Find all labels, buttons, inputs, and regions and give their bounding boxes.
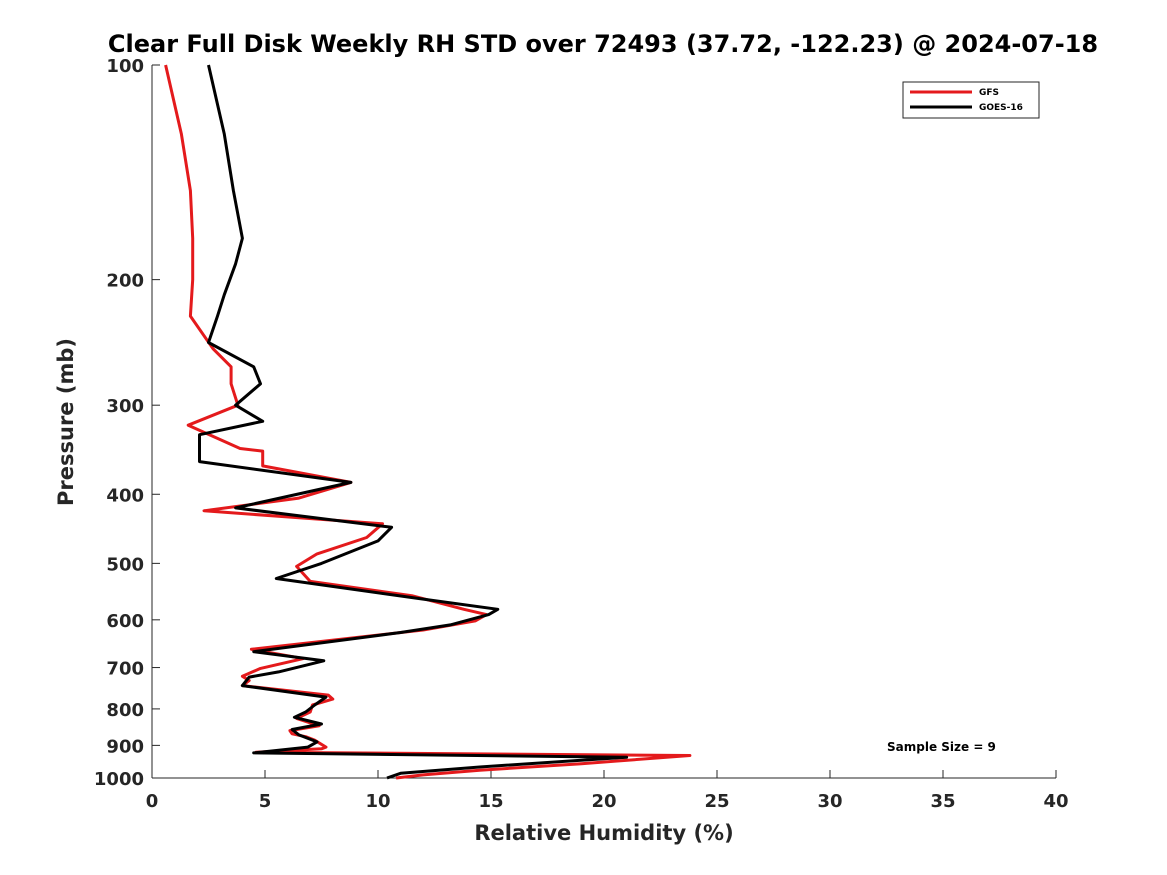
x-axis-label: Relative Humidity (%) [474,821,733,845]
x-tick-label: 20 [591,791,616,812]
legend-box [902,81,1040,119]
x-axis-ticks: 0 5 10 15 20 25 30 35 40 [146,770,1069,812]
y-tick-label: 800 [106,700,144,721]
y-tick-label: 100 [106,56,144,77]
y-tick-label: 700 [106,659,144,680]
x-tick-label: 25 [704,791,729,812]
x-tick-label: 5 [259,791,272,812]
y-tick-label: 1000 [94,769,144,790]
y-tick-label: 600 [106,611,144,632]
legend-label: GOES-16 [979,103,1023,113]
x-tick-label: 15 [478,791,503,812]
series-line-gfs [164,64,692,780]
chart-title: Clear Full Disk Weekly RH STD over 72493… [108,30,1098,58]
y-axis-ticks: 100 200 300 400 500 600 700 800 900 1000 [94,56,160,790]
x-tick-label: 35 [930,791,955,812]
x-tick-label: 0 [146,791,159,812]
sample-size-annotation: Sample Size = 9 [887,740,996,754]
x-tick-label: 10 [365,791,390,812]
y-axis-label: Pressure (mb) [54,338,78,506]
y-tick-label: 900 [106,736,144,757]
y-tick-label: 300 [106,396,144,417]
y-tick-label: 500 [106,554,144,575]
legend: GFS GOES-16 [902,81,1040,119]
y-tick-label: 200 [106,271,144,292]
series-lines [164,64,692,780]
legend-label: GFS [979,88,999,98]
series-line-goes-16 [198,64,629,780]
x-tick-label: 40 [1043,791,1068,812]
x-tick-label: 30 [817,791,842,812]
y-tick-label: 400 [106,485,144,506]
